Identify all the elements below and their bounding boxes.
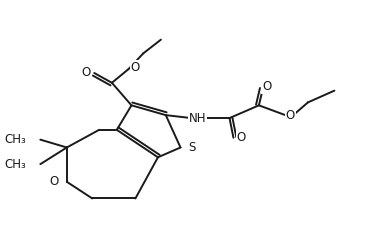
Text: O: O (82, 67, 91, 80)
Text: O: O (131, 61, 140, 74)
Text: NH: NH (188, 112, 206, 125)
Text: O: O (286, 109, 295, 122)
Text: O: O (262, 80, 272, 93)
Text: CH₃: CH₃ (5, 133, 27, 146)
Text: CH₃: CH₃ (5, 158, 27, 171)
Text: O: O (237, 131, 246, 144)
Text: S: S (188, 141, 196, 154)
Text: O: O (50, 175, 59, 188)
